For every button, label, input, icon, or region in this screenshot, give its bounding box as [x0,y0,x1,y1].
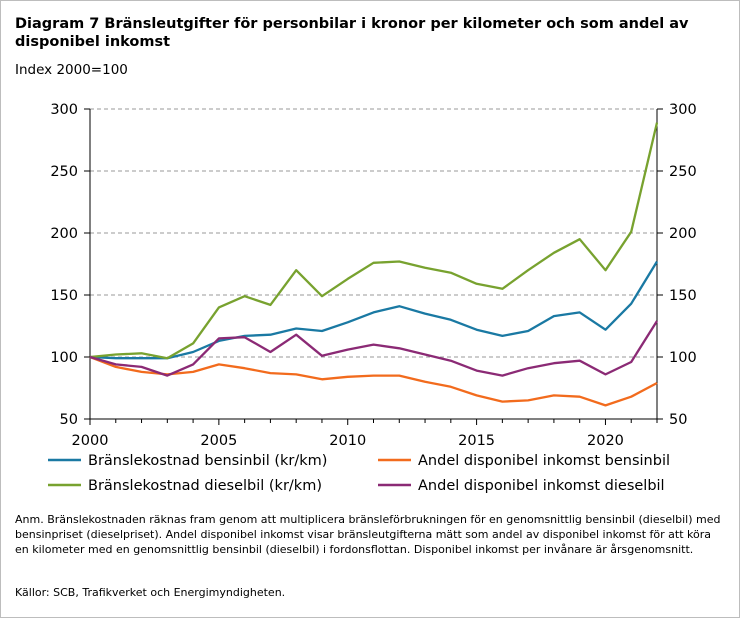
x-tick-label-2005: 2005 [200,433,237,449]
chart-source: Källor: SCB, Trafikverket och Energimynd… [15,586,286,599]
y-tick-label-right-300: 300 [669,102,697,118]
y-tick-label-left-50: 50 [60,412,78,428]
y-tick-label-right-50: 50 [669,412,687,428]
line-chart: 50 50 100 100 150 150 200 200 250 250 300 300 2000 20… [48,102,697,494]
y-tick-label-left-200: 200 [50,226,78,242]
x-tick-label-2020: 2020 [587,433,624,449]
x-tick-label-2010: 2010 [329,433,366,449]
y-tick-label-left-250: 250 [50,164,78,180]
legend-label-4: Andel disponibel inkomst dieselbil [418,478,665,494]
chart-note: Anm. Bränslekostnaden räknas fram genom … [15,513,721,556]
y-tick-label-left-300: 300 [50,102,78,118]
chart-subtitle: Index 2000=100 [15,62,128,78]
y-tick-label-right-150: 150 [669,288,697,304]
x-tick-label-2000: 2000 [72,433,109,449]
legend-label-1: Bränslekostnad bensinbil (kr/km) [88,453,327,469]
legend-label-3: Bränslekostnad dieselbil (kr/km) [88,478,322,494]
series-line-4 [89,320,658,377]
series-line-2 [89,355,658,407]
chart-title: Diagram 7 Bränsleutgifter för personbila… [15,16,689,50]
x-tick-label-2015: 2015 [458,433,495,449]
series-line-3 [89,122,659,360]
y-tick-label-left-150: 150 [50,288,78,304]
y-tick-label-right-100: 100 [669,350,697,366]
legend-label-2: Andel disponibel inkomst bensinbil [418,453,670,469]
y-tick-label-left-100: 100 [50,350,78,366]
y-tick-label-right-250: 250 [669,164,697,180]
y-tick-label-right-200: 200 [669,226,697,242]
series-line-1 [89,260,658,360]
